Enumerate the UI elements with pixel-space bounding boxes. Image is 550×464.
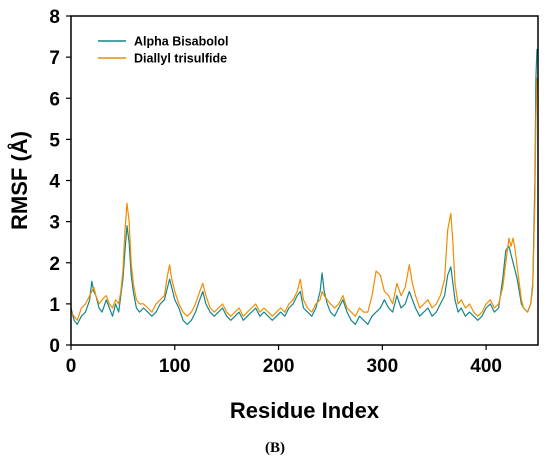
x-tick-label: 400 bbox=[470, 356, 502, 377]
y-tick-label: 5 bbox=[49, 130, 60, 151]
y-tick-label: 8 bbox=[49, 7, 60, 28]
y-tick-label: 1 bbox=[49, 295, 60, 316]
legend-label-2: Diallyl trisulfide bbox=[134, 52, 227, 66]
x-tick-label: 200 bbox=[263, 356, 295, 377]
y-axis-title: RMSF (Å) bbox=[6, 131, 32, 230]
x-axis-title: Residue Index bbox=[230, 398, 380, 423]
axis-ticks: 0 100 200 300 400 0 1 2 3 4 5 6 7 8 bbox=[49, 7, 502, 377]
x-tick-label: 0 bbox=[66, 356, 77, 377]
y-tick-label: 0 bbox=[49, 336, 60, 357]
series-line-1 bbox=[70, 48, 538, 325]
x-tick-label: 300 bbox=[366, 356, 398, 377]
plot-lines bbox=[70, 48, 538, 325]
legend: Alpha Bisabolol Diallyl trisulfide bbox=[98, 35, 228, 66]
y-tick-label: 4 bbox=[49, 172, 60, 193]
y-tick-label: 3 bbox=[49, 213, 60, 234]
panel-label: (B) bbox=[265, 440, 285, 456]
legend-label-1: Alpha Bisabolol bbox=[134, 35, 228, 49]
y-tick-label: 2 bbox=[49, 254, 60, 275]
series-line-2 bbox=[70, 77, 538, 321]
y-tick-label: 6 bbox=[49, 89, 60, 110]
y-tick-label: 7 bbox=[49, 48, 60, 69]
x-tick-label: 100 bbox=[159, 356, 191, 377]
